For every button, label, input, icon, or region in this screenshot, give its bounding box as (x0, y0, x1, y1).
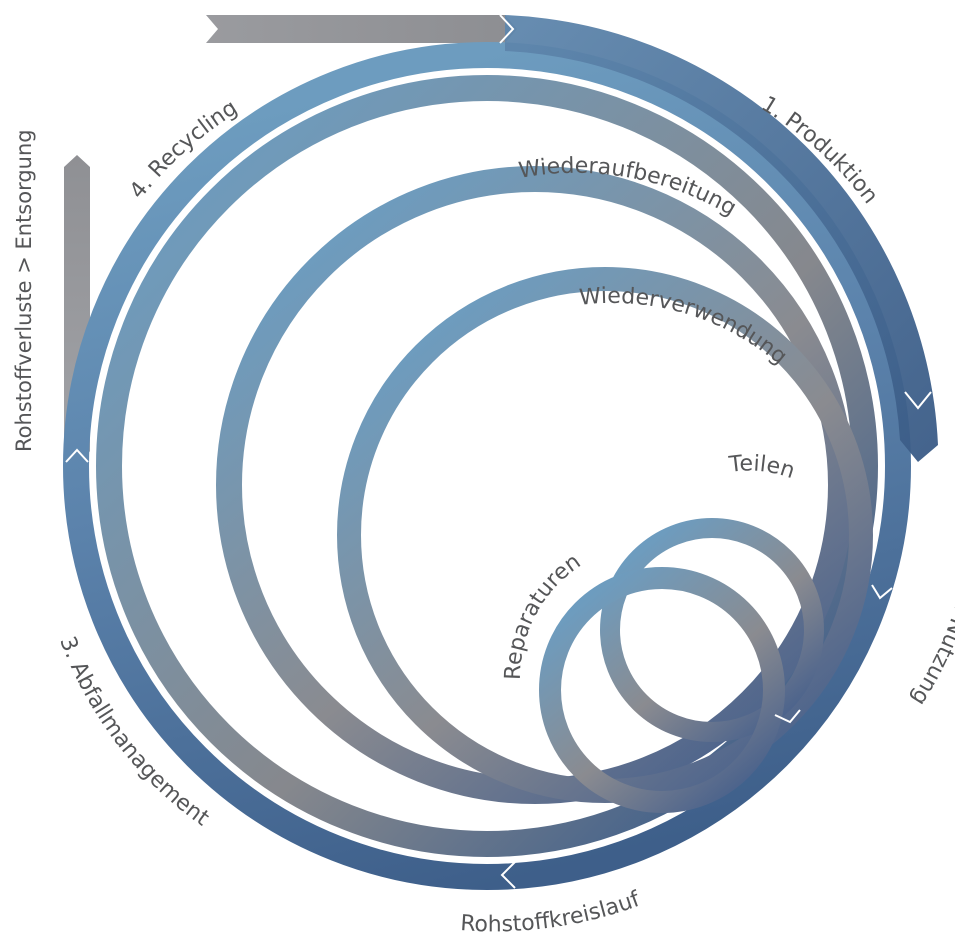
outer-cycle-ring (63, 42, 911, 890)
outer-cycle-ring-inner (96, 75, 878, 857)
sharing-ring (600, 518, 824, 742)
bottom-label-rohstoffkreislauf: Rohstoffkreislauf (460, 887, 645, 936)
input-arrow (206, 15, 517, 43)
production-band (505, 15, 938, 462)
svg-text:Teilen: Teilen (727, 451, 798, 484)
stage-label-nutzung: 2. Nutzung (906, 588, 955, 709)
repair-ring (539, 567, 785, 813)
svg-text:2. Nutzung: 2. Nutzung (906, 588, 955, 709)
chevron-markers (65, 14, 932, 889)
remanufacturing-ring (216, 166, 854, 804)
loop-label-teilen: Teilen (727, 451, 798, 484)
side-label-rohstoffverluste: Rohstoffverluste > Entsorgung (12, 129, 36, 452)
svg-text:Rohstoffkreislauf: Rohstoffkreislauf (460, 887, 645, 936)
